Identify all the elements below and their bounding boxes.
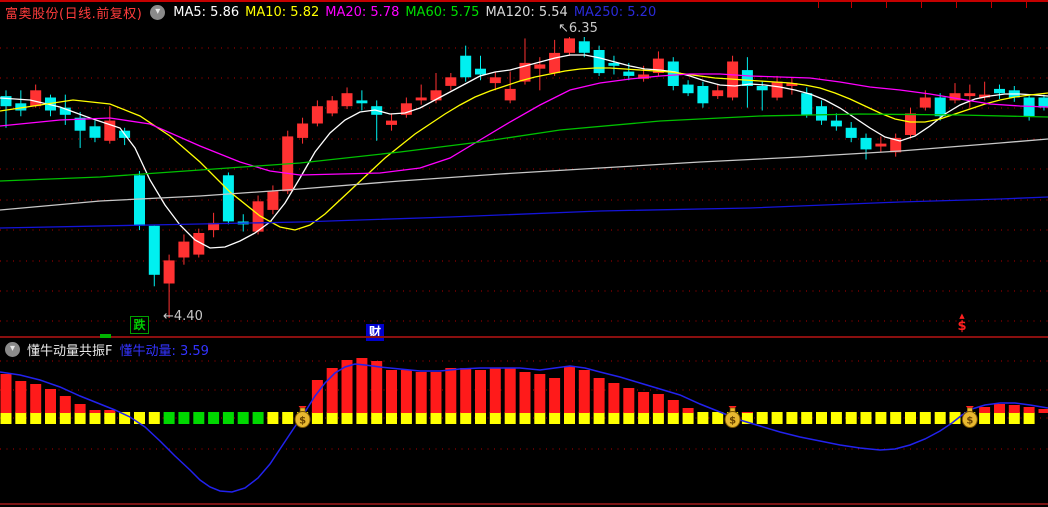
low-price-annotation: ←4.40 <box>163 309 203 324</box>
ma-label: MA250: 5.20 <box>573 5 657 20</box>
ma-line-MA120 <box>0 138 1048 211</box>
svg-text:$: $ <box>299 416 306 427</box>
main-chart-header: 富奥股份(日线.前复权) ▾ MA5: 5.86 MA10: 5.82 MA20: … <box>5 4 662 22</box>
axis-tick <box>1026 2 1027 8</box>
wealth-signal-badge: 财 <box>366 324 384 341</box>
dollar-triangle-icon: ▲ <box>959 312 965 320</box>
dollar-symbol: $ <box>957 319 967 334</box>
axis-tick <box>886 2 887 8</box>
axis-tick <box>851 2 852 8</box>
chevron-down-icon[interactable]: ▾ <box>150 5 166 20</box>
ma-label: MA20: 5.78 <box>325 5 400 20</box>
window-top-border <box>0 0 1048 2</box>
stock-title: 富奥股份(日线.前复权) <box>5 7 143 22</box>
moneybag-icon: $ <box>294 406 311 428</box>
ma-line-MA60 <box>0 113 1048 182</box>
ma-label: MA120: 5.54 <box>485 5 568 20</box>
indicator-name: 懂牛动量共振F <box>27 344 113 359</box>
ma-label: MA60: 5.75 <box>405 5 480 20</box>
moneybag-icon: $ <box>724 406 741 428</box>
high-price-annotation: ↖6.35 <box>558 21 598 36</box>
ma-line-MA10 <box>0 67 1048 231</box>
axis-tick <box>956 2 957 8</box>
down-signal-badge: 跌 <box>130 316 149 334</box>
ma-line-MA250 <box>0 196 1048 229</box>
ma-line-MA5 <box>0 54 1048 249</box>
axis-tick <box>991 2 992 8</box>
indicator-value: 懂牛动量: 3.59 <box>119 344 209 359</box>
ma-label: MA5: 5.86 <box>173 5 240 20</box>
ma-line-MA20 <box>0 73 1048 176</box>
svg-text:$: $ <box>729 416 736 427</box>
indicator-panel-header: ▾ 懂牛动量共振F 懂牛动量: 3.59 <box>5 341 209 359</box>
dollar-signal-icon: ▲ $ <box>953 312 971 334</box>
svg-text:$: $ <box>966 416 973 427</box>
moneybag-icon: $ <box>961 406 978 428</box>
ma-label: MA10: 5.82 <box>245 5 320 20</box>
ma-legend: MA5: 5.86 MA10: 5.82 MA20: 5.78 MA60: 5.75 M… <box>173 5 662 20</box>
panel-divider[interactable] <box>0 336 1048 338</box>
chevron-down-icon[interactable]: ▾ <box>5 342 20 357</box>
momentum-curve <box>0 363 1048 493</box>
axis-tick <box>921 2 922 8</box>
axis-tick <box>818 2 819 8</box>
window-bottom-border <box>0 503 1048 505</box>
divider-green-tick <box>100 334 111 338</box>
